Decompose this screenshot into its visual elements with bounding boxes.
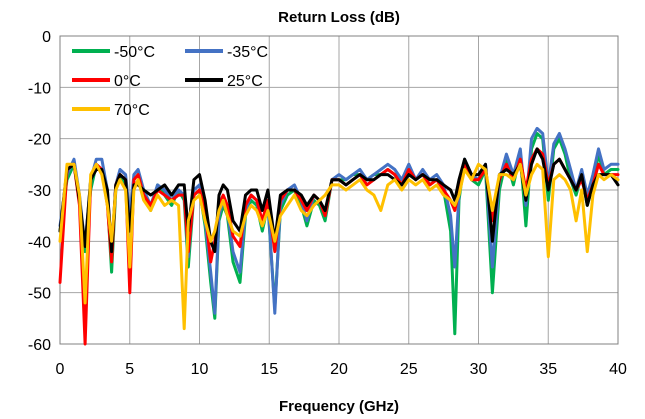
y-tick-label: -30	[28, 183, 51, 200]
x-tick-label: 30	[470, 361, 488, 378]
y-tick-label: -10	[28, 80, 51, 97]
series-group	[58, 126, 620, 346]
legend-label-2: -35°C	[227, 44, 268, 61]
legend-label-1: -50°C	[114, 44, 155, 61]
chart-title: Return Loss (dB)	[278, 9, 400, 26]
x-tick-label: 35	[539, 361, 557, 378]
x-tick-label: 0	[56, 361, 65, 378]
x-tick-label: 40	[609, 361, 627, 378]
x-tick-label: 25	[400, 361, 418, 378]
plot-frame	[59, 35, 619, 345]
y-tick-label: -60	[28, 337, 51, 354]
x-axis-label: Frequency (GHz)	[279, 398, 399, 415]
legend-label-5: 70°C	[114, 102, 150, 119]
y-tick-label: -20	[28, 132, 51, 149]
y-tick-label: -40	[28, 234, 51, 251]
x-tick-label: 5	[125, 361, 134, 378]
legend-label-4: 25°C	[227, 73, 263, 90]
x-tick-label: 15	[260, 361, 278, 378]
y-tick-labels: 0 -10 -20 -30 -40 -50 -60	[28, 29, 51, 354]
y-tick-label: -50	[28, 286, 51, 303]
legend-label-3: 0°C	[114, 73, 141, 90]
legend: -50°C -35°C 0°C 25°C 70°C	[72, 44, 268, 119]
x-tick-labels: 0 5 10 15 20 25 30 35 40	[56, 361, 627, 378]
y-tick-label: 0	[42, 29, 51, 46]
x-tick-label: 20	[330, 361, 348, 378]
x-tick-label: 10	[191, 361, 209, 378]
series-line-5	[58, 162, 620, 331]
